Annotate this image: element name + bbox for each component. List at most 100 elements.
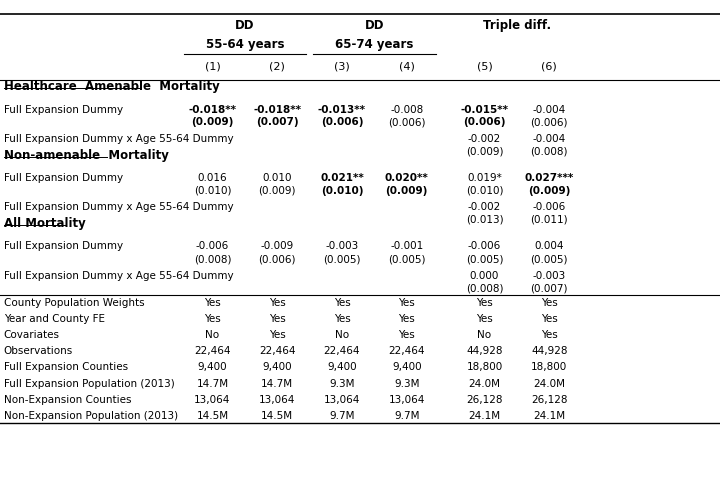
Text: 22,464: 22,464 — [324, 346, 360, 356]
Text: (0.005): (0.005) — [531, 254, 568, 264]
Text: -0.006: -0.006 — [468, 241, 501, 251]
Text: Yes: Yes — [541, 314, 558, 324]
Text: No: No — [335, 330, 349, 340]
Text: (0.011): (0.011) — [531, 214, 568, 224]
Text: DD: DD — [235, 19, 255, 32]
Text: 0.016: 0.016 — [197, 173, 228, 183]
Text: 9.3M: 9.3M — [394, 378, 420, 388]
Text: 65-74 years: 65-74 years — [336, 38, 413, 51]
Text: (0.009): (0.009) — [466, 146, 503, 156]
Text: (1): (1) — [204, 62, 220, 72]
Text: Yes: Yes — [204, 298, 221, 308]
Text: Yes: Yes — [476, 298, 493, 308]
Text: 24.0M: 24.0M — [469, 378, 500, 388]
Text: (0.009): (0.009) — [528, 185, 570, 195]
Text: 14.5M: 14.5M — [197, 410, 228, 420]
Text: 22,464: 22,464 — [259, 346, 295, 356]
Text: 9.7M: 9.7M — [329, 410, 355, 420]
Text: (0.009): (0.009) — [386, 185, 428, 195]
Text: Full Expansion Dummy x Age 55-64 Dummy: Full Expansion Dummy x Age 55-64 Dummy — [4, 202, 233, 212]
Text: (0.006): (0.006) — [258, 254, 296, 264]
Text: No: No — [205, 330, 220, 340]
Text: -0.002: -0.002 — [468, 134, 501, 144]
Text: -0.006: -0.006 — [196, 241, 229, 251]
Text: -0.001: -0.001 — [390, 241, 423, 251]
Text: Non-Expansion Population (2013): Non-Expansion Population (2013) — [4, 410, 178, 420]
Text: Year and County FE: Year and County FE — [4, 314, 104, 324]
Text: 13,064: 13,064 — [194, 394, 230, 404]
Text: 0.027***: 0.027*** — [525, 173, 574, 183]
Text: 24.0M: 24.0M — [534, 378, 565, 388]
Text: 0.020**: 0.020** — [385, 173, 428, 183]
Text: (0.006): (0.006) — [463, 117, 506, 127]
Text: Yes: Yes — [333, 314, 351, 324]
Text: Yes: Yes — [398, 298, 415, 308]
Text: Yes: Yes — [476, 314, 493, 324]
Text: Yes: Yes — [541, 298, 558, 308]
Text: -0.008: -0.008 — [390, 105, 423, 115]
Text: DD: DD — [364, 19, 384, 32]
Text: (6): (6) — [541, 62, 557, 72]
Text: (5): (5) — [477, 62, 492, 72]
Text: 22,464: 22,464 — [194, 346, 230, 356]
Text: 0.019*: 0.019* — [467, 173, 502, 183]
Text: 9,400: 9,400 — [327, 362, 357, 372]
Text: 9,400: 9,400 — [392, 362, 422, 372]
Text: Yes: Yes — [269, 298, 286, 308]
Text: 0.010: 0.010 — [263, 173, 292, 183]
Text: (0.006): (0.006) — [388, 117, 426, 127]
Text: 9.7M: 9.7M — [394, 410, 420, 420]
Text: (2): (2) — [269, 62, 285, 72]
Text: No: No — [477, 330, 492, 340]
Text: 24.1M: 24.1M — [469, 410, 500, 420]
Text: County Population Weights: County Population Weights — [4, 298, 144, 308]
Text: (0.007): (0.007) — [256, 117, 299, 127]
Text: -0.006: -0.006 — [533, 202, 566, 212]
Text: (0.005): (0.005) — [323, 254, 361, 264]
Text: 13,064: 13,064 — [389, 394, 425, 404]
Text: Full Expansion Counties: Full Expansion Counties — [4, 362, 127, 372]
Text: All Mortality: All Mortality — [4, 216, 86, 229]
Text: (0.010): (0.010) — [320, 185, 364, 195]
Text: Yes: Yes — [398, 314, 415, 324]
Text: (0.008): (0.008) — [466, 283, 503, 293]
Text: 18,800: 18,800 — [531, 362, 567, 372]
Text: 13,064: 13,064 — [259, 394, 295, 404]
Text: (3): (3) — [334, 62, 350, 72]
Text: 13,064: 13,064 — [324, 394, 360, 404]
Text: -0.002: -0.002 — [468, 202, 501, 212]
Text: Healthcare  Amenable  Mortality: Healthcare Amenable Mortality — [4, 80, 220, 93]
Text: -0.018**: -0.018** — [253, 105, 301, 115]
Text: Full Expansion Population (2013): Full Expansion Population (2013) — [4, 378, 174, 388]
Text: Yes: Yes — [398, 330, 415, 340]
Text: 26,128: 26,128 — [531, 394, 567, 404]
Text: (0.010): (0.010) — [194, 185, 231, 195]
Text: (0.008): (0.008) — [531, 146, 568, 156]
Text: Yes: Yes — [269, 330, 286, 340]
Text: Full Expansion Dummy: Full Expansion Dummy — [4, 241, 122, 251]
Text: 0.004: 0.004 — [535, 241, 564, 251]
Text: -0.009: -0.009 — [261, 241, 294, 251]
Text: 14.7M: 14.7M — [197, 378, 228, 388]
Text: 14.5M: 14.5M — [261, 410, 293, 420]
Text: 26,128: 26,128 — [467, 394, 503, 404]
Text: Triple diff.: Triple diff. — [483, 19, 551, 32]
Text: Full Expansion Dummy: Full Expansion Dummy — [4, 105, 122, 115]
Text: -0.003: -0.003 — [325, 241, 359, 251]
Text: 22,464: 22,464 — [389, 346, 425, 356]
Text: (0.013): (0.013) — [466, 214, 503, 224]
Text: 0.000: 0.000 — [470, 270, 499, 280]
Text: 18,800: 18,800 — [467, 362, 503, 372]
Text: (0.007): (0.007) — [531, 283, 568, 293]
Text: -0.015**: -0.015** — [461, 105, 508, 115]
Text: -0.004: -0.004 — [533, 105, 566, 115]
Text: 44,928: 44,928 — [531, 346, 567, 356]
Text: (4): (4) — [399, 62, 415, 72]
Text: Full Expansion Dummy x Age 55-64 Dummy: Full Expansion Dummy x Age 55-64 Dummy — [4, 134, 233, 144]
Text: 0.021**: 0.021** — [320, 173, 364, 183]
Text: 14.7M: 14.7M — [261, 378, 293, 388]
Text: (0.009): (0.009) — [258, 185, 296, 195]
Text: -0.004: -0.004 — [533, 134, 566, 144]
Text: Non-Expansion Counties: Non-Expansion Counties — [4, 394, 131, 404]
Text: (0.005): (0.005) — [466, 254, 503, 264]
